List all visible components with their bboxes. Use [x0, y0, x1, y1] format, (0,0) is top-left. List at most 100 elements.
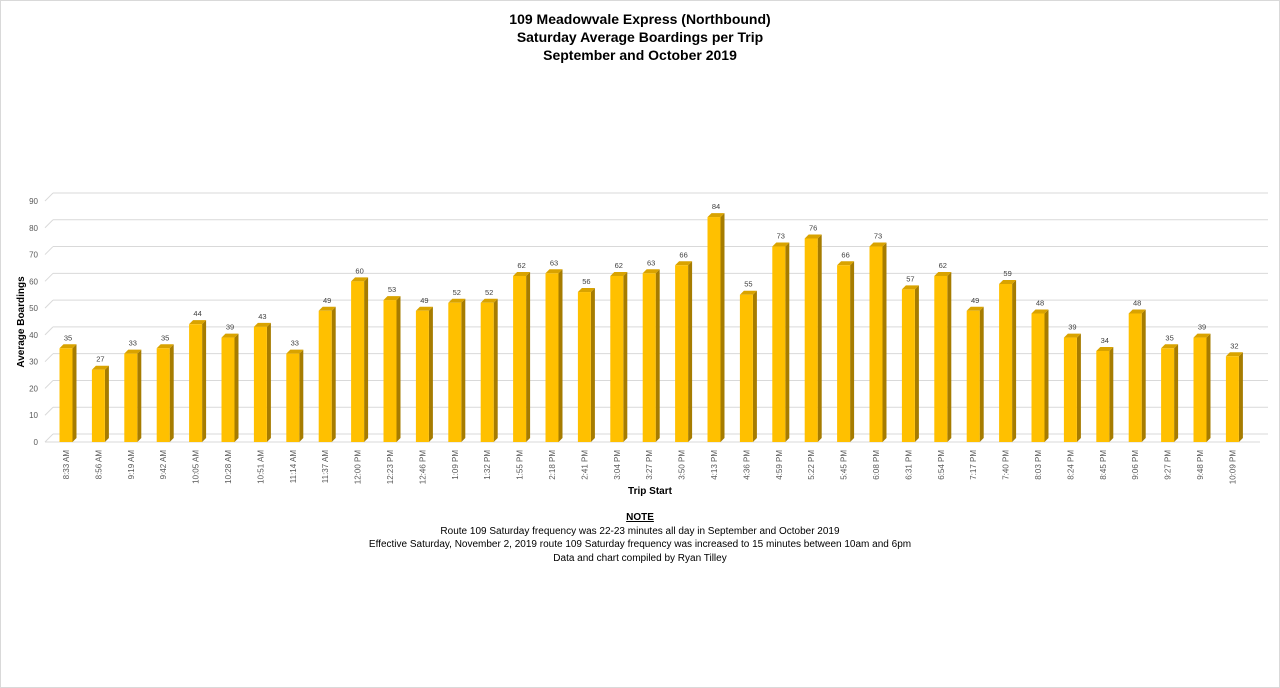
bar: [707, 217, 721, 442]
gridline-depth: [44, 433, 54, 443]
bar-side: [72, 344, 77, 442]
bar: [642, 273, 656, 442]
bar-side: [461, 298, 466, 442]
bar-top: [124, 349, 142, 354]
bar: [1096, 350, 1110, 442]
y-tick-label: 70: [29, 251, 38, 260]
bar: [415, 310, 429, 442]
x-tick-label: 9:06 PM: [1131, 450, 1140, 480]
bar-side: [914, 285, 919, 442]
bar: [59, 348, 73, 442]
bar-top: [1193, 333, 1211, 338]
bar: [513, 275, 527, 442]
data-label: 35: [1165, 333, 1173, 342]
bar-top: [934, 271, 952, 276]
x-tick-label: 12:46 PM: [418, 450, 427, 485]
y-tick-label: 10: [29, 411, 38, 420]
bar-top: [513, 271, 531, 276]
x-tick-label: 8:56 AM: [94, 450, 103, 480]
x-tick-label: 1:32 PM: [483, 450, 492, 480]
bar-side: [1109, 346, 1114, 442]
bar: [901, 289, 915, 442]
data-label: 62: [939, 261, 947, 270]
bar-side: [1044, 309, 1049, 442]
x-tick-label: 2:18 PM: [548, 450, 557, 480]
x-tick-label: 6:54 PM: [937, 450, 946, 480]
bar-top: [610, 271, 628, 276]
bar-top: [1161, 344, 1179, 349]
data-label: 49: [420, 296, 428, 305]
y-tick-label: 50: [29, 304, 38, 313]
bar: [739, 294, 753, 442]
bar: [804, 238, 818, 442]
bar: [253, 326, 267, 442]
y-tick-label: 80: [29, 224, 38, 233]
bar-top: [480, 298, 498, 303]
bar-side: [590, 288, 595, 442]
data-label: 43: [258, 312, 266, 321]
x-tick-label: 8:33 AM: [62, 450, 71, 480]
x-tick-label: 9:27 PM: [1164, 450, 1173, 480]
bar: [837, 265, 851, 442]
bar-top: [221, 333, 239, 338]
data-label: 35: [64, 333, 72, 342]
data-label: 84: [712, 202, 720, 211]
bar: [124, 353, 138, 442]
x-tick-label: 6:31 PM: [904, 450, 913, 480]
bar: [772, 246, 786, 442]
gridline-depth: [44, 219, 54, 229]
x-axis-title: Trip Start: [628, 486, 673, 497]
bar-top: [1096, 346, 1114, 351]
y-axis-title: Average Boardings: [16, 276, 27, 368]
bar-top: [739, 290, 757, 295]
data-label: 39: [226, 323, 234, 332]
data-label: 60: [355, 266, 363, 275]
bar-top: [577, 288, 595, 293]
x-tick-label: 4:36 PM: [742, 450, 751, 480]
data-label: 33: [129, 339, 137, 348]
data-label: 52: [485, 288, 493, 297]
data-label: 73: [777, 232, 785, 241]
bar-top: [869, 242, 887, 247]
gridline-depth: [44, 299, 54, 309]
x-tick-label: 3:27 PM: [645, 450, 654, 480]
bar: [1193, 337, 1207, 442]
data-label: 27: [96, 355, 104, 364]
x-tick-label: 7:17 PM: [969, 450, 978, 480]
bar: [869, 246, 883, 442]
x-tick-label: 4:59 PM: [775, 450, 784, 480]
bar-top: [415, 306, 433, 311]
x-tick-label: 3:04 PM: [613, 450, 622, 480]
x-tick-label: 9:19 AM: [127, 450, 136, 480]
bar: [999, 284, 1013, 442]
bar: [1161, 348, 1175, 442]
data-label: 44: [193, 309, 201, 318]
bar-top: [286, 349, 304, 354]
data-label: 33: [291, 339, 299, 348]
gridline-depth: [44, 406, 54, 416]
bar-top: [351, 277, 369, 282]
bar-side: [1174, 344, 1179, 442]
data-label: 52: [453, 288, 461, 297]
data-label: 48: [1133, 298, 1141, 307]
bar: [1128, 313, 1142, 442]
bar-side: [882, 242, 887, 442]
note-block: NOTE Route 109 Saturday frequency was 22…: [0, 511, 1280, 565]
bar-side: [655, 269, 660, 442]
bar-side: [558, 269, 563, 442]
bar: [675, 265, 689, 442]
bar-top: [1225, 352, 1243, 357]
bar-top: [253, 322, 271, 327]
data-label: 63: [550, 258, 558, 267]
bar-top: [1031, 309, 1049, 314]
gridline-depth: [44, 353, 54, 363]
bar-side: [1238, 352, 1243, 442]
x-tick-label: 3:50 PM: [678, 450, 687, 480]
bar-top: [156, 344, 174, 349]
bar-side: [1012, 280, 1017, 442]
gridline-depth: [44, 326, 54, 336]
bar-side: [623, 271, 628, 442]
bar: [221, 337, 235, 442]
x-tick-label: 8:03 PM: [1034, 450, 1043, 480]
bar: [966, 310, 980, 442]
